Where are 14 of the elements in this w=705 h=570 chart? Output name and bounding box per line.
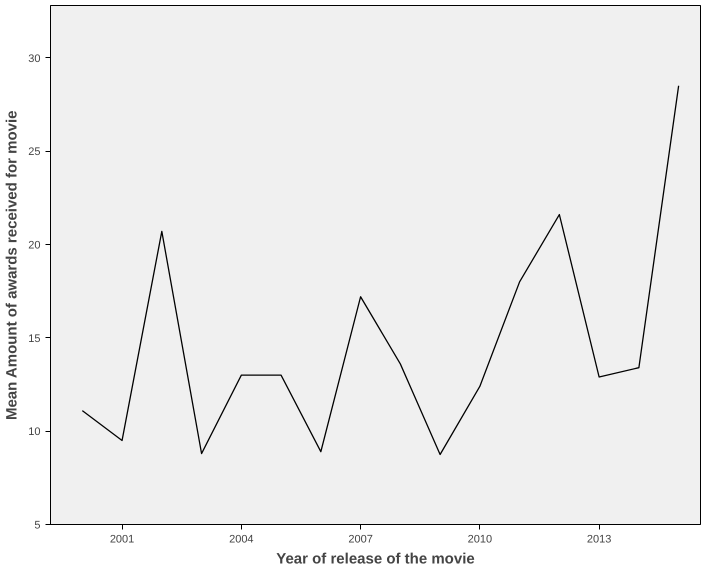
y-tick-label: 30 [28,52,41,65]
y-tick-label: 25 [28,146,41,158]
x-tick-label: 2013 [586,534,612,546]
y-tick-label: 20 [28,239,41,252]
x-tick-label: 2001 [110,534,134,546]
x-tick-label: 2007 [348,534,373,546]
line-series [82,85,680,456]
x-axis-title: Year of release of the movie [276,550,475,568]
x-tick-label: 2004 [229,534,254,546]
y-tick-label: 15 [28,332,41,345]
y-tick-label: 5 [34,520,41,532]
y-tick-label: 10 [28,426,41,438]
y-axis-title: Mean Amount of awards received for movie [3,110,20,420]
x-tick-label: 2010 [468,534,492,546]
